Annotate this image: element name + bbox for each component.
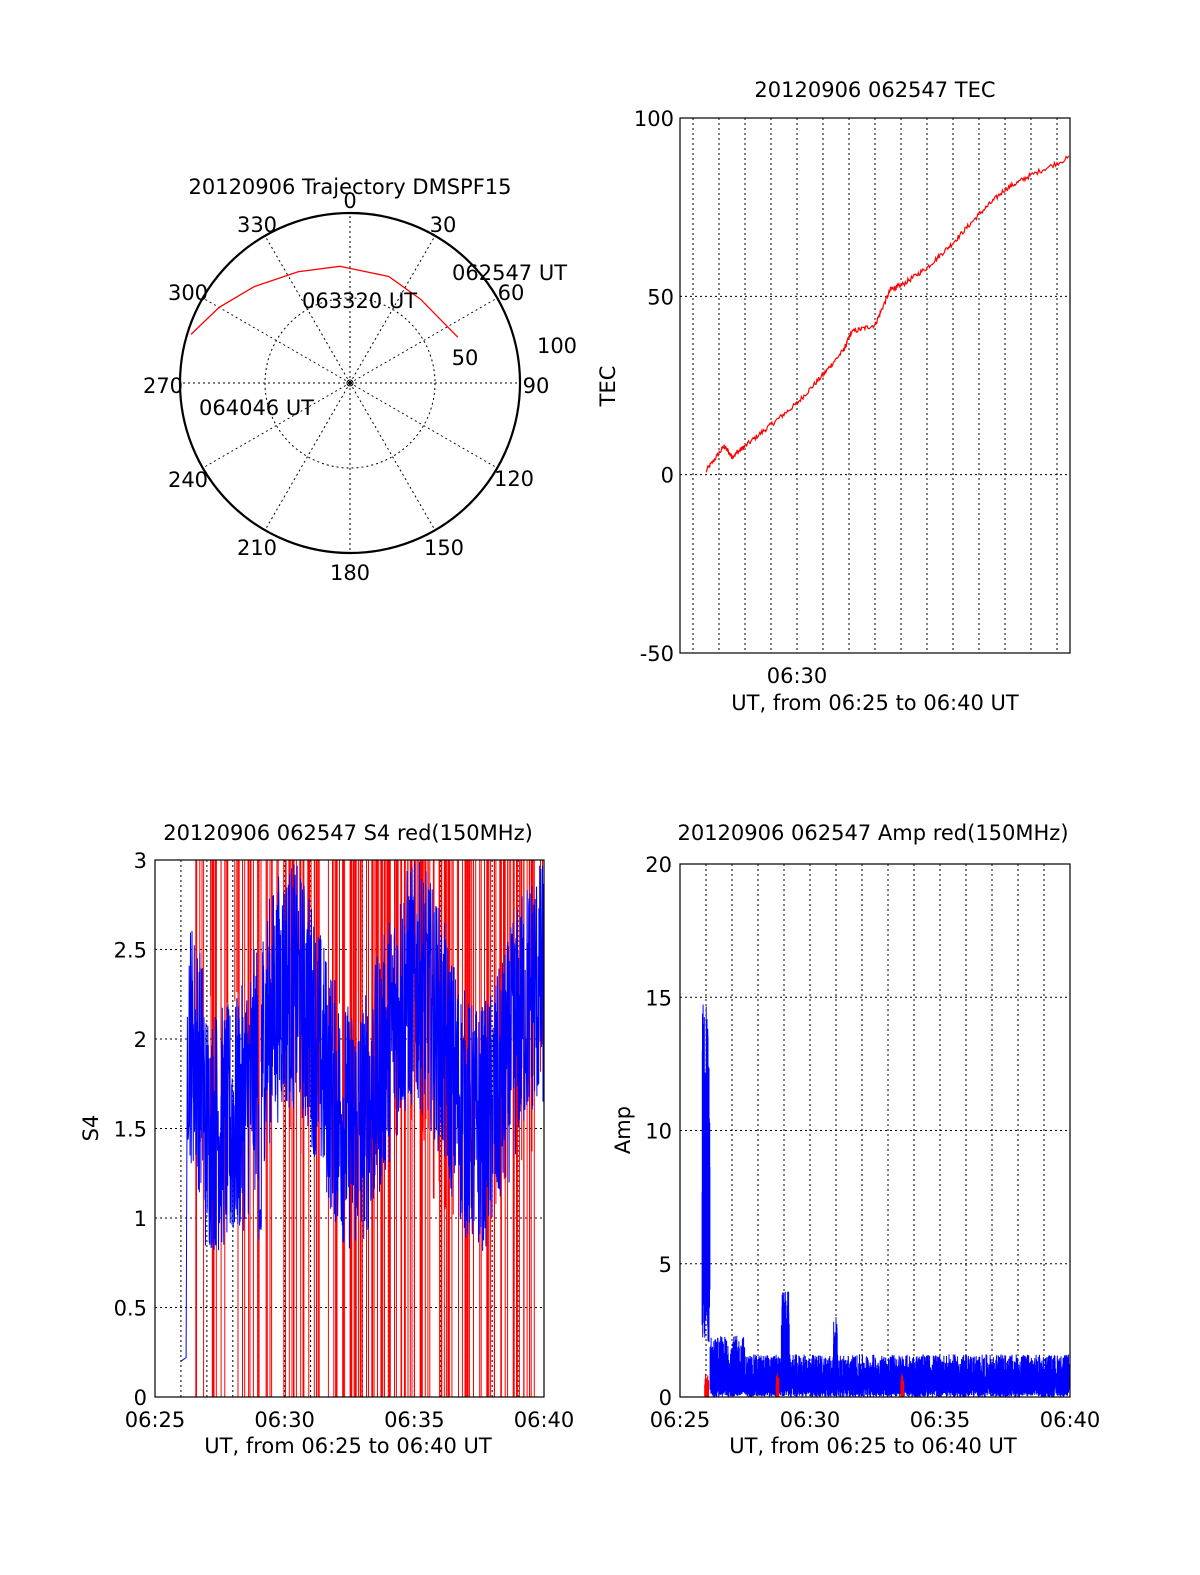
tec-ytick-label: 100 (634, 107, 674, 131)
amp-xtick-label: 06:25 (650, 1408, 711, 1432)
polar-spoke (349, 297, 498, 384)
s4-xlabel: UT, from 06:25 to 06:40 UT (204, 1434, 492, 1458)
s4-blue-series (180, 861, 545, 1362)
amp-ytick-label: 20 (645, 853, 672, 877)
polar-spoke (264, 382, 351, 531)
polar-spoke (264, 235, 351, 384)
polar-spoke (202, 297, 351, 384)
s4-xtick-label: 06:25 (125, 1408, 186, 1432)
s4-ytick-label: 0 (134, 1386, 147, 1410)
azimuth-label-0: 0 (343, 189, 356, 213)
amp-ytick-label: 10 (645, 1120, 672, 1144)
azimuth-label-30: 30 (430, 213, 457, 237)
polar-outer-circle (178, 211, 522, 555)
azimuth-label-60: 60 (498, 281, 525, 305)
track-start-label: 062547 UT (452, 261, 567, 285)
azimuth-label-120: 120 (494, 467, 534, 491)
polar-trajectory-plot: 20120906 Trajectory DMSPF15 0 30 60 90 120 15… (143, 175, 577, 585)
amp-ytick-label: 0 (659, 1386, 672, 1410)
amp-blue-series (701, 1004, 1071, 1397)
tec-ylabel: TEC (596, 366, 620, 408)
amp-red-series (704, 1373, 905, 1397)
amp-title: 20120906 062547 Amp red(150MHz) (677, 821, 1068, 845)
amp-xtick-label: 06:30 (780, 1408, 841, 1432)
amp-ylabel: Amp (611, 1106, 635, 1154)
tec-frame (679, 117, 1071, 654)
amp-xtick-label: 06:35 (910, 1408, 971, 1432)
polar-spoke (349, 235, 436, 384)
amp-plot: 20120906 062547 Amp red(150MHz) 0 5 10 15 20… (611, 821, 1100, 1458)
azimuth-label-240: 240 (168, 468, 208, 492)
polar-spoke (202, 382, 351, 469)
s4-ytick-label: 0.5 (114, 1297, 147, 1321)
s4-xtick-label: 06:40 (514, 1408, 575, 1432)
tec-plot: 20120906 062547 TEC -50 0 50 100 06:30 TEC U… (596, 78, 1071, 715)
amp-ytick-label: 15 (645, 986, 672, 1010)
tec-xlabel: UT, from 06:25 to 06:40 UT (731, 691, 1019, 715)
amp-xlabel: UT, from 06:25 to 06:40 UT (729, 1434, 1017, 1458)
s4-xtick-label: 06:35 (384, 1408, 445, 1432)
azimuth-label-180: 180 (330, 561, 370, 585)
tec-series-line (705, 155, 1070, 473)
s4-plot: 20120906 062547 S4 red(150MHz) 0 0.5 1 1.5 2… (79, 821, 574, 1458)
s4-frame (154, 859, 545, 1398)
s4-ytick-label: 1.5 (114, 1118, 147, 1142)
azimuth-label-330: 330 (237, 213, 277, 237)
s4-ytick-label: 2 (134, 1028, 147, 1052)
s4-title: 20120906 062547 S4 red(150MHz) (163, 821, 533, 845)
s4-ytick-label: 1 (134, 1207, 147, 1231)
polar-title: 20120906 Trajectory DMSPF15 (188, 175, 511, 199)
tec-ytick-label: -50 (640, 642, 674, 666)
s4-ytick-label: 3 (134, 849, 147, 873)
azimuth-label-210: 210 (237, 536, 277, 560)
amp-xtick-label: 06:40 (1040, 1408, 1101, 1432)
polar-spoke (349, 382, 436, 531)
trajectory-line (190, 265, 459, 338)
azimuth-label-150: 150 (424, 536, 464, 560)
tec-xtick-label: 06:30 (767, 664, 828, 688)
radial-label-50: 50 (452, 346, 479, 370)
s4-xtick-label: 06:30 (254, 1408, 315, 1432)
track-mid-label: 063320 UT (302, 289, 417, 313)
radial-label-100: 100 (537, 334, 577, 358)
amp-frame (679, 863, 1071, 1398)
polar-spoke (349, 382, 498, 469)
tec-title: 20120906 062547 TEC (754, 78, 995, 102)
azimuth-label-270: 270 (143, 374, 183, 398)
tec-ytick-label: 50 (647, 285, 674, 309)
tec-ytick-label: 0 (661, 464, 674, 488)
polar-center (346, 379, 354, 387)
amp-ytick-label: 5 (659, 1253, 672, 1277)
azimuth-label-300: 300 (168, 281, 208, 305)
azimuth-label-90: 90 (523, 374, 550, 398)
s4-ylabel: S4 (79, 1115, 103, 1142)
s4-ytick-label: 2.5 (114, 939, 147, 963)
track-end-label: 064046 UT (199, 396, 314, 420)
